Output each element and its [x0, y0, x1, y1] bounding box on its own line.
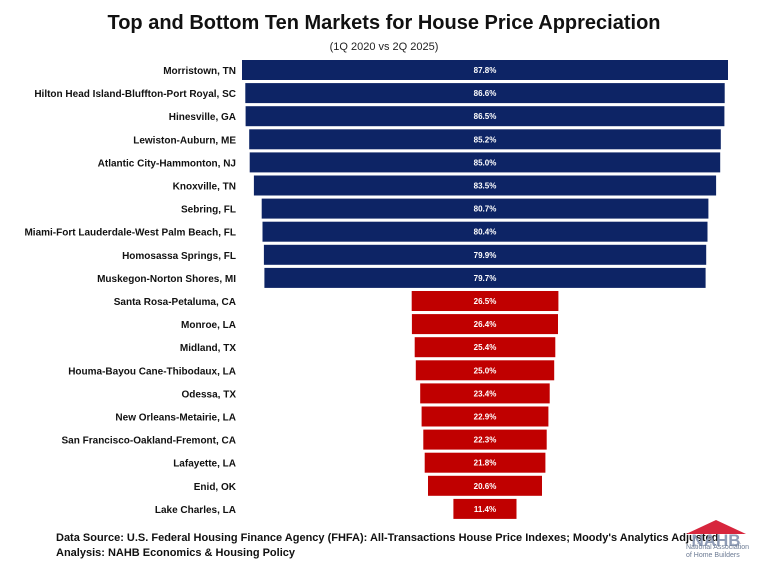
- analysis-note: Analysis: NAHB Economics & Housing Polic…: [56, 547, 295, 559]
- bar-value-label: 80.7%: [474, 205, 497, 214]
- bar-bottom-18: [428, 475, 542, 496]
- bar-value-label: 22.3%: [474, 436, 497, 445]
- bar-bottom-17: [424, 452, 546, 473]
- chart-subtitle: (1Q 2020 vs 2Q 2025): [329, 41, 439, 53]
- bar-top-4: [249, 152, 721, 173]
- category-label: Lafayette, LA: [173, 459, 236, 470]
- category-label: Odessa, TX: [182, 389, 237, 400]
- category-label: Lewiston-Auburn, ME: [133, 135, 236, 146]
- bar-top-2: [245, 106, 725, 127]
- bar-bottom-11: [411, 314, 558, 335]
- bar-value-label: 85.0%: [474, 158, 497, 167]
- logo-caption-line1: National Association: [686, 544, 750, 551]
- bar-bottom-10: [411, 291, 559, 311]
- bar-value-label: 22.9%: [474, 413, 497, 422]
- category-label: Enid, OK: [194, 482, 237, 493]
- category-label: Sebring, FL: [181, 205, 236, 216]
- bar-top-3: [249, 129, 721, 150]
- bar-value-label: 79.9%: [474, 251, 497, 260]
- category-label: Homosassa Springs, FL: [122, 251, 236, 262]
- category-label: Miami-Fort Lauderdale-West Palm Beach, F…: [24, 228, 236, 239]
- logo-wordmark: NAHB: [691, 531, 740, 550]
- bar-top-5: [253, 175, 717, 196]
- chart-title: Top and Bottom Ten Markets for House Pri…: [107, 12, 661, 34]
- bar-bottom-15: [421, 406, 549, 427]
- bar-top-6: [261, 198, 709, 219]
- bar-top-9: [264, 267, 706, 288]
- bar-value-label: 83.5%: [474, 182, 497, 191]
- category-label: Houma-Bayou Cane-Thibodaux, LA: [68, 366, 236, 377]
- category-label: Morristown, TN: [163, 66, 236, 77]
- category-label: New Orleans-Metairie, LA: [115, 413, 236, 424]
- nahb-logo: NAHB: [686, 520, 746, 550]
- bar-value-label: 86.6%: [474, 89, 497, 98]
- bar-value-label: 23.4%: [474, 389, 497, 398]
- bar-value-label: 86.5%: [474, 112, 497, 121]
- bar-top-7: [262, 221, 708, 242]
- category-label: Muskegon-Norton Shores, MI: [97, 274, 236, 285]
- logo-roof-icon: [686, 520, 746, 534]
- bar-value-label: 25.4%: [474, 343, 497, 352]
- category-label: San Francisco-Oakland-Fremont, CA: [62, 436, 236, 447]
- bar-value-label: 26.4%: [474, 320, 497, 329]
- bar-bottom-16: [423, 429, 547, 450]
- category-label: Knoxville, TN: [173, 182, 236, 193]
- data-source-note: Data Source: U.S. Federal Housing Financ…: [56, 532, 722, 544]
- category-label: Atlantic City-Hammonton, NJ: [98, 158, 236, 169]
- bar-bottom-14: [420, 383, 550, 404]
- logo-caption-line2: of Home Builders: [686, 552, 740, 559]
- category-label: Hilton Head Island-Bluffton-Port Royal, …: [34, 89, 236, 100]
- bar-value-label: 85.2%: [474, 135, 497, 144]
- bar-value-label: 11.4%: [474, 505, 496, 514]
- bar-top-8: [263, 244, 707, 265]
- bar-top-1: [245, 83, 725, 104]
- bar-value-label: 20.6%: [474, 482, 497, 491]
- bar-value-label: 80.4%: [474, 228, 497, 237]
- category-label: Midland, TX: [180, 343, 236, 354]
- bar-bottom-19: [453, 498, 517, 519]
- bar-value-label: 26.5%: [474, 297, 497, 306]
- bar-value-label: 79.7%: [474, 274, 497, 283]
- logo-caption: National Association of Home Builders: [686, 544, 749, 560]
- bar-bottom-12: [414, 337, 556, 358]
- category-label: Monroe, LA: [181, 320, 236, 331]
- bar-value-label: 25.0%: [474, 366, 497, 375]
- bar-value-label: 21.8%: [474, 459, 497, 468]
- category-label: Santa Rosa-Petaluma, CA: [114, 297, 236, 308]
- bar-bottom-13: [415, 360, 555, 381]
- bar-top-0: [242, 60, 728, 80]
- bar-value-label: 87.8%: [474, 66, 497, 75]
- category-label: Hinesville, GA: [169, 112, 236, 123]
- category-label: Lake Charles, LA: [155, 505, 236, 516]
